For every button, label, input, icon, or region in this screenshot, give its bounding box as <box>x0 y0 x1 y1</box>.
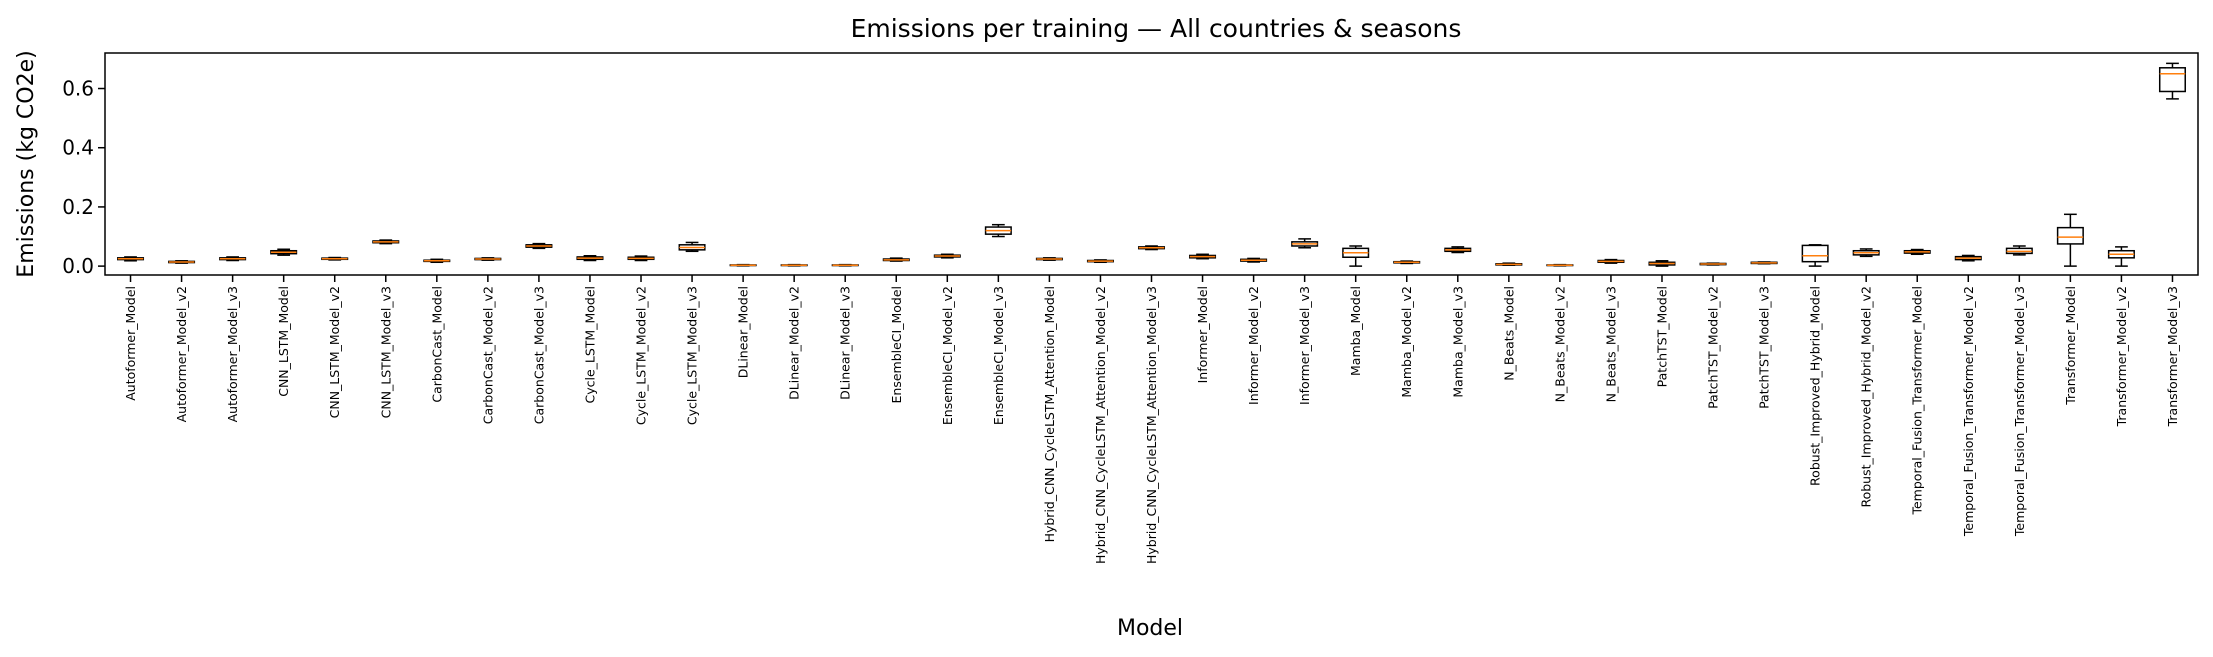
box-DLinear_Model <box>729 263 757 267</box>
x-tick-label: CNN_LSTM_Model <box>276 286 291 397</box>
box-Cycle_LSTM_Model <box>576 255 604 262</box>
x-tick-label: N_Beats_Model_v3 <box>1603 286 1618 402</box>
x-tick-label: Cycle_LSTM_Model_v3 <box>685 286 700 425</box>
x-tick-label: CarbonCast_Model_v3 <box>531 286 546 424</box>
x-tick-label: Autoformer_Model_v3 <box>225 286 240 422</box>
x-axis-label: Model <box>1117 616 1183 641</box>
box-iqr <box>2158 67 2186 93</box>
box-Mamba_Model_v3 <box>1444 246 1472 254</box>
box-DLinear_Model_v2 <box>780 263 808 267</box>
box-CNN_LSTM_Model_v3 <box>372 239 400 245</box>
box-EnsembleCI_Model_v3 <box>984 223 1012 238</box>
box-Cycle_LSTM_Model_v2 <box>627 255 655 262</box>
box-Robust_Improved_Hybrid_Model <box>1801 244 1829 267</box>
box-PatchTST_Model <box>1648 260 1676 267</box>
box-Transformer_Model <box>2056 213 2084 267</box>
x-tick-label: PatchTST_Model <box>1655 286 1670 387</box>
box-Transformer_Model_v3 <box>2158 62 2186 100</box>
box-N_Beats_Model_v3 <box>1597 258 1625 264</box>
box-iqr <box>1801 244 1829 263</box>
box-N_Beats_Model_v2 <box>1546 263 1574 267</box>
box-Temporal_Fusion_Transformer_Model <box>1903 248 1931 256</box>
x-tick-label: EnsembleCI_Model <box>889 286 904 404</box>
box-Informer_Model <box>1189 253 1217 260</box>
x-tick-label: Temporal_Fusion_Transformer_Model_v2 <box>1961 286 1976 537</box>
box-Autoformer_Model_v2 <box>168 260 196 264</box>
x-tick-label: DLinear_Model_v3 <box>838 286 853 400</box>
y-axis-label: Emissions (kg CO2e) <box>14 50 39 277</box>
x-tick-label: PatchTST_Model_v3 <box>1757 286 1772 409</box>
boxes-layer <box>117 62 2186 267</box>
x-tick-label: Autoformer_Model_v2 <box>174 286 189 422</box>
box-PatchTST_Model_v3 <box>1750 261 1778 265</box>
box-CNN_LSTM_Model <box>270 248 298 256</box>
x-tick-label: Temporal_Fusion_Transformer_Model <box>1910 286 1925 516</box>
box-Hybrid_CNN_CycleLSTM_Attention_Model_v3 <box>1137 245 1166 251</box>
box-Hybrid_CNN_CycleLSTM_Attention_Model <box>1035 257 1063 261</box>
box-CarbonCast_Model_v3 <box>525 242 553 250</box>
box-Autoformer_Model_v3 <box>219 256 247 262</box>
x-tick-label: Robust_Improved_Hybrid_Model <box>1808 286 1823 486</box>
y-tick-label: 0.4 <box>62 136 94 160</box>
x-axis: Autoformer_Model Autoformer_Model_v2 Autof… <box>123 275 2180 564</box>
box-EnsembleCI_Model_v2 <box>933 253 961 259</box>
x-tick-label: N_Beats_Model_v2 <box>1552 286 1567 402</box>
x-tick-label: CarbonCast_Model_v2 <box>480 286 495 424</box>
x-tick-label: Informer_Model_v3 <box>1297 286 1312 405</box>
box-Mamba_Model <box>1342 245 1370 267</box>
y-tick-label: 0.6 <box>62 77 94 101</box>
box-PatchTST_Model_v2 <box>1699 262 1727 266</box>
box-Mamba_Model_v2 <box>1393 260 1421 265</box>
box-N_Beats_Model <box>1495 262 1523 266</box>
box-Informer_Model_v2 <box>1240 257 1268 263</box>
x-tick-label: Mamba_Model_v3 <box>1450 286 1465 398</box>
x-tick-label: Cycle_LSTM_Model <box>583 286 598 404</box>
x-tick-label: CarbonCast_Model <box>429 286 444 403</box>
x-tick-label: Hybrid_CNN_CycleLSTM_Attention_Model_v2 <box>1093 286 1108 564</box>
box-CNN_LSTM_Model_v2 <box>321 256 349 261</box>
box-DLinear_Model_v3 <box>831 263 859 267</box>
x-tick-label: CNN_LSTM_Model_v3 <box>378 286 393 418</box>
x-tick-label: CNN_LSTM_Model_v2 <box>327 286 342 418</box>
x-tick-label: N_Beats_Model <box>1501 286 1516 381</box>
x-tick-label: DLinear_Model_v2 <box>787 286 802 400</box>
x-tick-label: Informer_Model <box>1195 286 1210 383</box>
chart-title: Emissions per training — All countries &… <box>851 14 1462 43</box>
box-EnsembleCI_Model <box>882 257 910 262</box>
box-CarbonCast_Model_v2 <box>474 257 502 261</box>
box-Cycle_LSTM_Model_v3 <box>678 241 706 253</box>
x-tick-label: Transformer_Model <box>2063 286 2078 406</box>
box-CarbonCast_Model <box>423 258 451 264</box>
x-tick-label: EnsembleCI_Model_v2 <box>940 286 955 425</box>
plot-frame <box>104 52 2199 276</box>
x-tick-label: Robust_Improved_Hybrid_Model_v2 <box>1859 286 1874 508</box>
box-Temporal_Fusion_Transformer_Model_v3 <box>2005 245 2033 256</box>
box-Robust_Improved_Hybrid_Model_v2 <box>1852 248 1880 258</box>
box-Autoformer_Model <box>117 256 145 262</box>
x-tick-label: Transformer_Model_v3 <box>2165 286 2180 427</box>
x-tick-label: Hybrid_CNN_CycleLSTM_Attention_Model <box>1042 286 1057 542</box>
y-tick-label: 0.2 <box>62 195 94 219</box>
x-tick-label: Autoformer_Model <box>123 286 138 401</box>
box-Informer_Model_v3 <box>1291 238 1319 249</box>
x-tick-label: DLinear_Model <box>736 286 751 378</box>
x-tick-label: Cycle_LSTM_Model_v2 <box>634 286 649 425</box>
box-Hybrid_CNN_CycleLSTM_Attention_Model_v2 <box>1086 259 1114 264</box>
x-tick-label: Informer_Model_v2 <box>1246 286 1261 405</box>
box-Temporal_Fusion_Transformer_Model_v2 <box>1954 254 1982 262</box>
x-tick-label: Mamba_Model_v2 <box>1399 286 1414 398</box>
x-tick-label: EnsembleCI_Model_v3 <box>991 286 1006 425</box>
x-tick-label: Hybrid_CNN_CycleLSTM_Attention_Model_v3 <box>1144 286 1159 564</box>
box-Transformer_Model_v2 <box>2107 246 2135 267</box>
x-tick-label: Mamba_Model <box>1348 286 1363 376</box>
y-axis: 0.0 0.2 0.4 0.6 <box>62 77 105 278</box>
x-tick-label: Transformer_Model_v2 <box>2114 286 2129 427</box>
x-tick-label: PatchTST_Model_v2 <box>1706 286 1721 409</box>
x-tick-label: Temporal_Fusion_Transformer_Model_v3 <box>2012 286 2027 537</box>
y-tick-label: 0.0 <box>62 254 94 278</box>
box-iqr <box>2056 226 2084 245</box>
